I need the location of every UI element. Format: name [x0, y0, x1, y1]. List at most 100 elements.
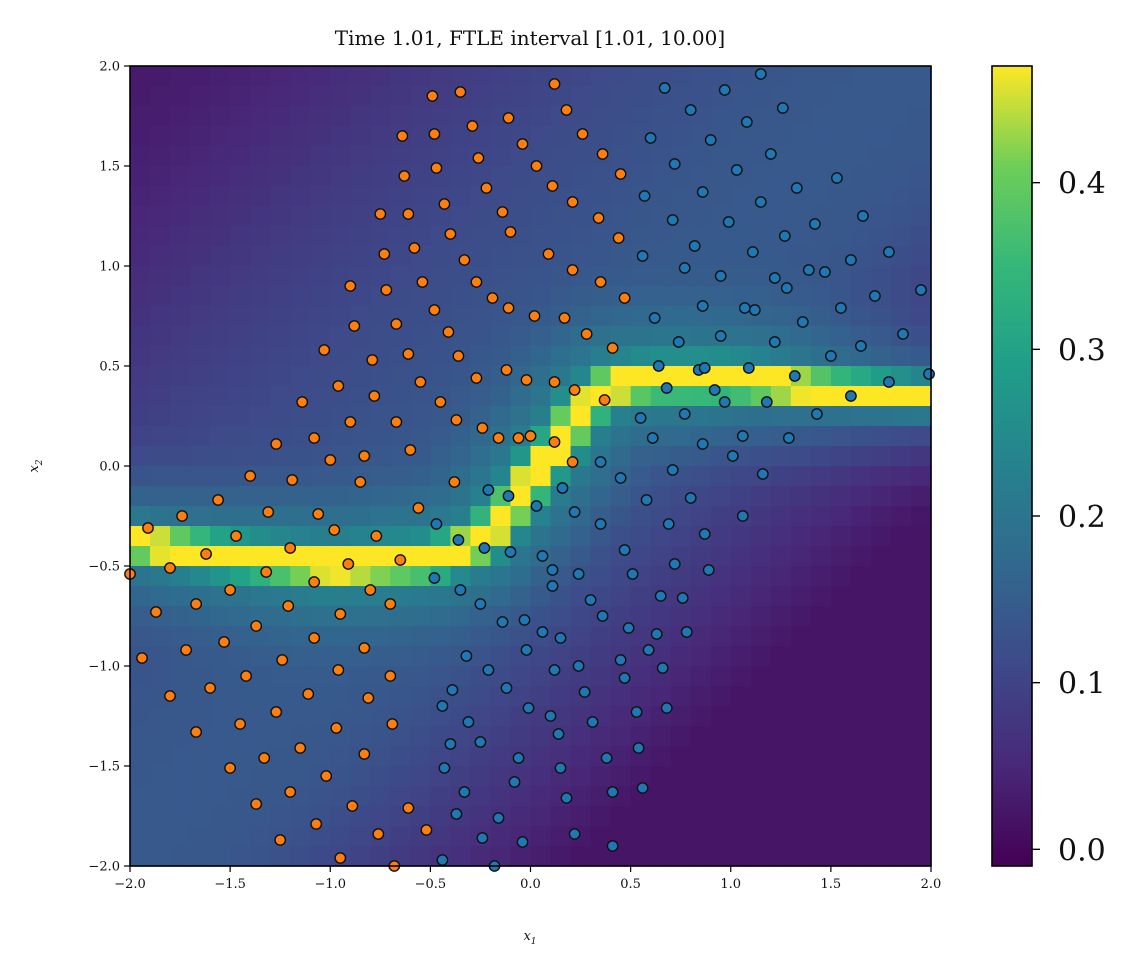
- heatmap-cell: [230, 546, 251, 567]
- orange-particle-point: [200, 548, 213, 560]
- heatmap-cell: [330, 706, 351, 727]
- heatmap-cell: [190, 746, 211, 767]
- heatmap-cell: [210, 666, 231, 687]
- heatmap-cell: [670, 446, 692, 467]
- heatmap-cell: [170, 326, 191, 347]
- heatmap-cell: [650, 786, 672, 807]
- blue-particle-point: [696, 186, 709, 198]
- orange-particle-point: [566, 264, 579, 276]
- heatmap-cell: [910, 486, 932, 507]
- heatmap-cell: [910, 186, 932, 207]
- heatmap-cell: [570, 666, 592, 687]
- heatmap-cell: [530, 786, 552, 807]
- heatmap-cell: [410, 546, 431, 567]
- heatmap-cell: [490, 246, 512, 267]
- orange-particle-point: [374, 208, 387, 220]
- orange-particle-point: [530, 160, 543, 172]
- orange-particle-point: [274, 834, 287, 846]
- heatmap-cell: [850, 526, 872, 547]
- heatmap-cell: [530, 466, 552, 487]
- heatmap-cell: [690, 826, 712, 847]
- orange-particle-point: [164, 562, 176, 574]
- heatmap-cell: [310, 826, 331, 847]
- heatmap-cell: [610, 526, 632, 547]
- blue-particle-point: [650, 628, 663, 640]
- heatmap-cell: [350, 186, 371, 207]
- heatmap-cell: [510, 626, 532, 647]
- heatmap-cell: [890, 586, 912, 607]
- heatmap-cell: [130, 706, 151, 727]
- orange-particle-point: [244, 470, 257, 482]
- heatmap-cell: [510, 306, 532, 327]
- heatmap-cell: [730, 126, 752, 147]
- orange-particle-point: [606, 342, 619, 354]
- heatmap-cell: [630, 426, 652, 447]
- y-tick-label: −2.0: [88, 860, 120, 875]
- blue-particle-point: [606, 786, 619, 798]
- heatmap-cell: [170, 446, 191, 467]
- heatmap-cell: [270, 686, 291, 707]
- heatmap-cell: [230, 826, 251, 847]
- heatmap-cell: [250, 346, 271, 367]
- orange-particle-point: [250, 798, 263, 810]
- heatmap-cell: [870, 746, 892, 767]
- heatmap-cell: [790, 706, 812, 727]
- heatmap-cell: [190, 266, 211, 287]
- heatmap-cell: [830, 266, 852, 287]
- orange-particle-point: [516, 138, 529, 150]
- heatmap-cell: [730, 806, 752, 827]
- heatmap-cell: [910, 626, 932, 647]
- blue-particle-point: [768, 272, 781, 284]
- heatmap-cell: [870, 726, 892, 747]
- heatmap-cell: [210, 646, 231, 667]
- heatmap-cell: [770, 826, 792, 847]
- heatmap-cell: [810, 126, 832, 147]
- heatmap-cell: [230, 406, 251, 427]
- heatmap-cell: [590, 306, 612, 327]
- heatmap-cell: [550, 186, 572, 207]
- heatmap-cell: [290, 126, 311, 147]
- heatmap-cell: [230, 466, 251, 487]
- heatmap-cell: [890, 306, 912, 327]
- heatmap-cell: [610, 306, 632, 327]
- blue-particle-point: [512, 752, 525, 764]
- blue-particle-point: [578, 686, 591, 698]
- heatmap-cell: [410, 706, 431, 727]
- heatmap-cell: [330, 166, 351, 187]
- heatmap-cell: [870, 446, 892, 467]
- heatmap-cell: [630, 826, 652, 847]
- heatmap-cell: [630, 546, 652, 567]
- heatmap-cell: [510, 666, 532, 687]
- heatmap-cell: [590, 106, 612, 127]
- heatmap-cell: [190, 506, 211, 527]
- orange-particle-point: [384, 598, 397, 610]
- heatmap-cell: [790, 546, 812, 567]
- heatmap-cell: [890, 506, 912, 527]
- orange-particle-point: [428, 304, 441, 316]
- heatmap-cell: [190, 666, 211, 687]
- heatmap-cell: [170, 666, 191, 687]
- heatmap-cell: [590, 726, 612, 747]
- heatmap-cell: [410, 486, 431, 507]
- orange-particle-point: [332, 380, 345, 392]
- heatmap-cell: [410, 126, 431, 147]
- heatmap-cell: [850, 806, 872, 827]
- heatmap-cell: [490, 446, 512, 467]
- heatmap-cell: [230, 846, 251, 867]
- heatmap-cell: [730, 646, 752, 667]
- heatmap-cell: [570, 626, 592, 647]
- heatmap-cell: [150, 246, 171, 267]
- blue-particle-point: [454, 584, 467, 596]
- heatmap-cell: [470, 246, 492, 267]
- heatmap-cell: [410, 666, 431, 687]
- y-tick-label: −1.5: [88, 760, 120, 775]
- heatmap-cell: [290, 566, 311, 587]
- heatmap-cell: [170, 586, 191, 607]
- heatmap-cell: [590, 766, 612, 787]
- colorbar-tick-label: 0.1: [1058, 667, 1106, 702]
- heatmap-cell: [910, 806, 932, 827]
- heatmap-cell: [810, 786, 832, 807]
- orange-particle-point: [366, 354, 379, 366]
- heatmap-cell: [130, 166, 151, 187]
- blue-particle-point: [688, 240, 701, 252]
